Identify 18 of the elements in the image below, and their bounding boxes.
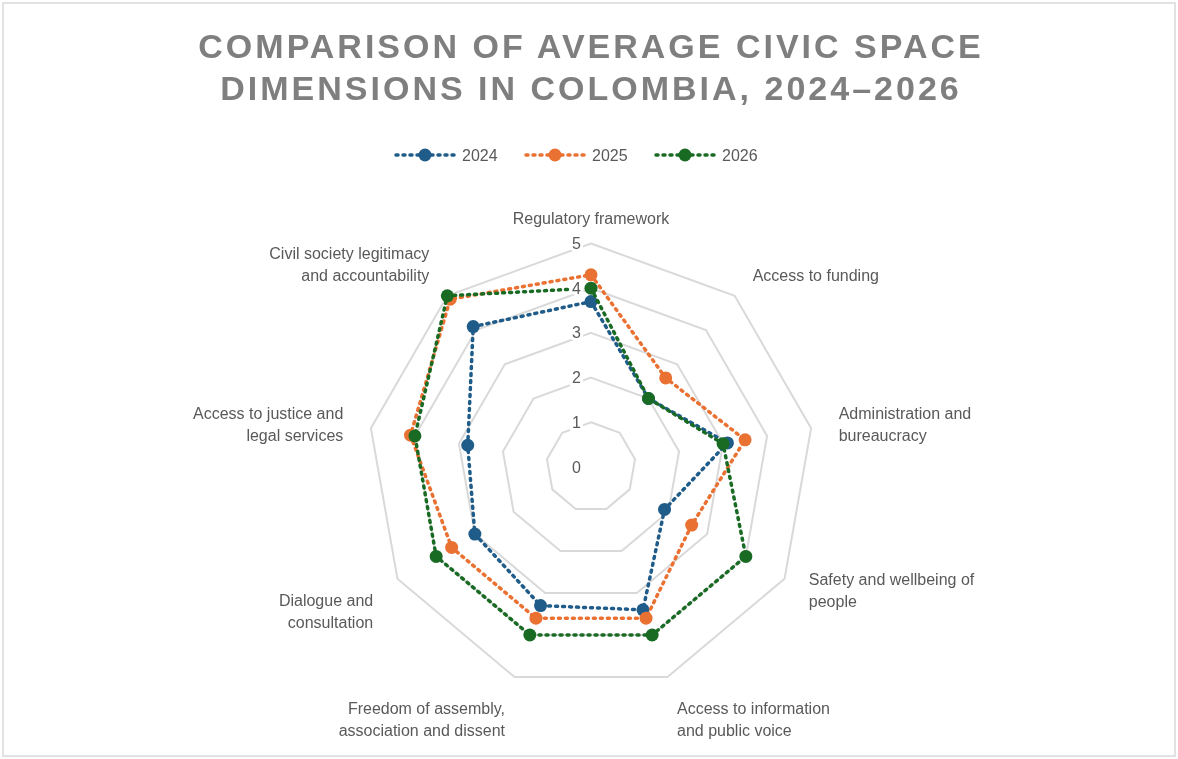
y-tick-label: 5	[572, 235, 582, 252]
spoke-label: Access to information and public voice	[677, 699, 830, 739]
spoke-label: Regulatory framework	[512, 209, 671, 226]
spoke-label: Freedom of assembly, association and dissent	[338, 699, 506, 739]
legend-label: 2026	[722, 146, 758, 164]
y-tick-label: 2	[572, 369, 582, 387]
y-tick-label: 3	[572, 324, 582, 342]
y-tick-label: 1	[572, 413, 582, 431]
spoke-label: Safety and wellbeing of people	[808, 570, 975, 610]
spoke-label: Administration and bureaucracy	[838, 404, 972, 444]
spoke-label: Civil society legitimacy and accountability	[269, 244, 430, 284]
legend-label: 2024	[462, 146, 498, 164]
legend-label: 2025	[592, 146, 628, 164]
spoke-label: Access to funding	[752, 266, 879, 284]
spoke-label: Access to justice and legal services	[193, 404, 344, 444]
spoke-label: Dialogue and consultation	[278, 591, 374, 631]
chart-title: COMPARISON OF AVERAGE CIVIC SPACE DIMENSIONS IN COLOMBIA, 2024–2026	[198, 27, 984, 107]
y-tick-label: 0	[572, 458, 582, 476]
